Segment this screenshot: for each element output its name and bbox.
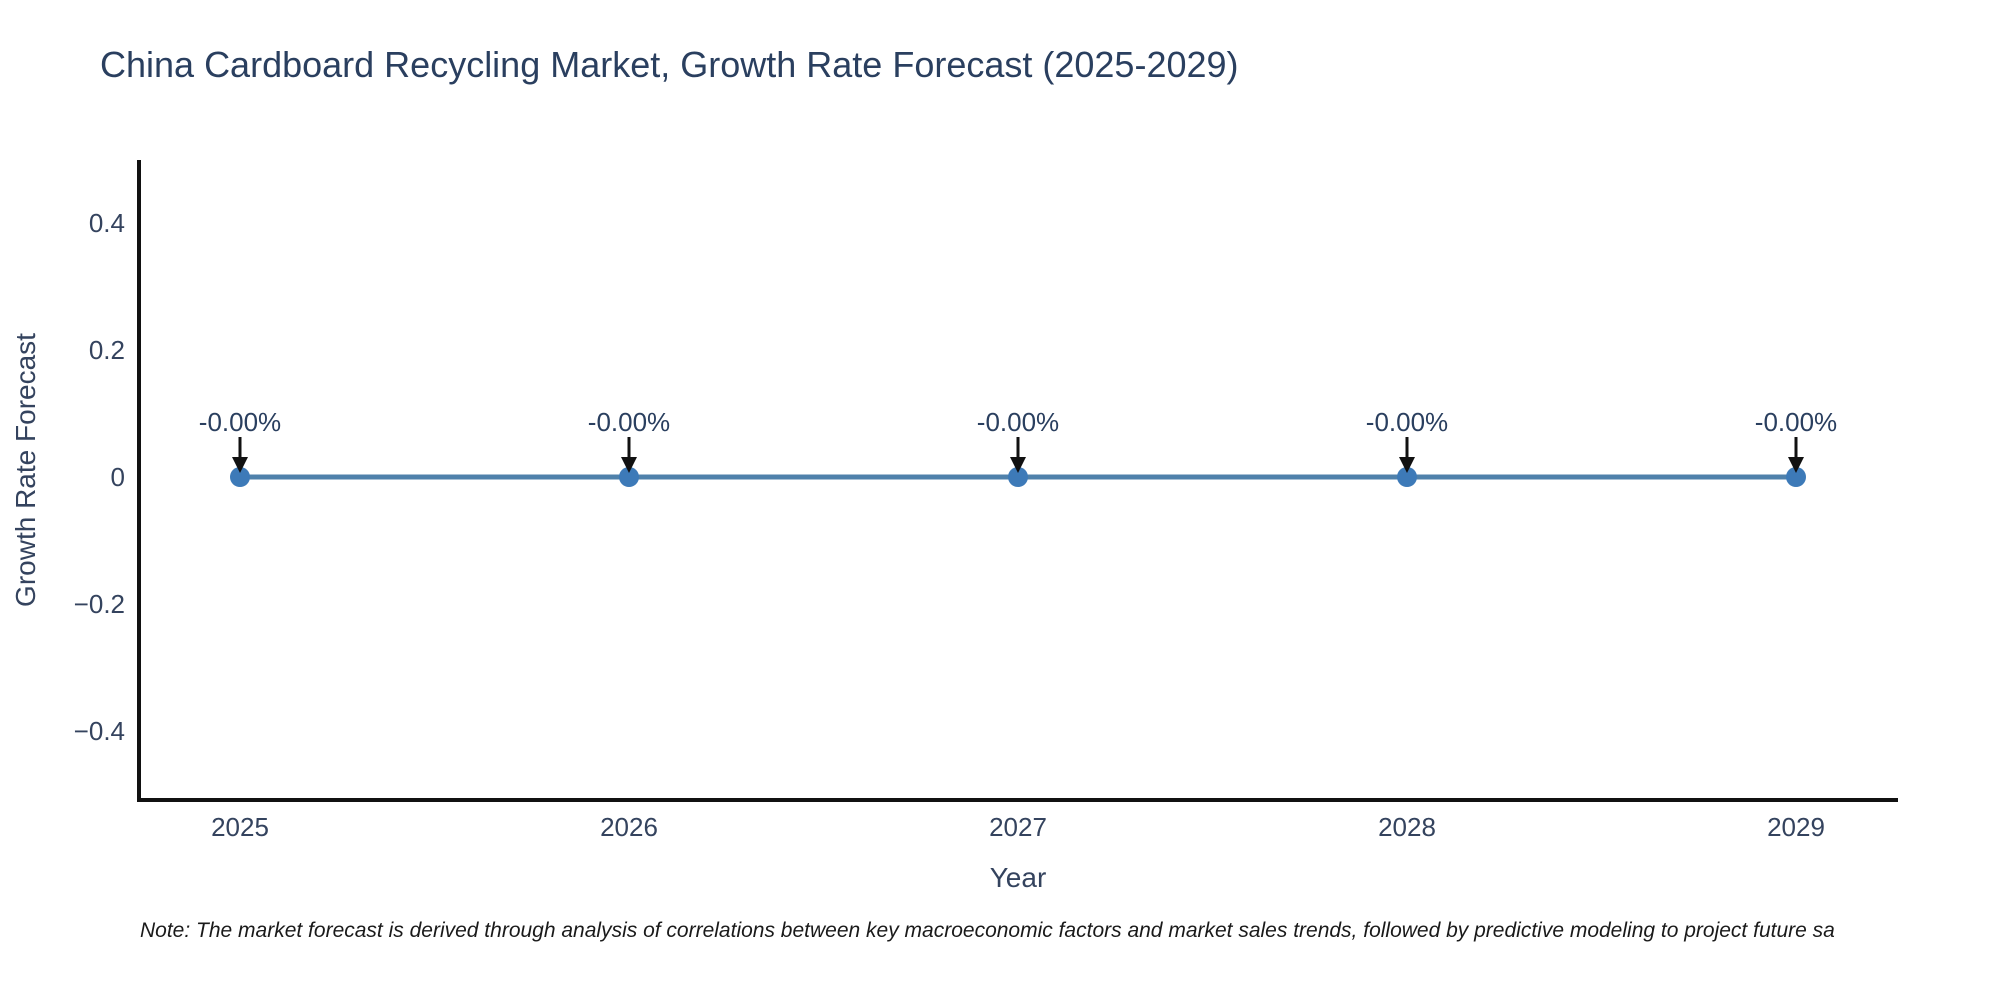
y-tick-label: 0.2 [89, 335, 125, 365]
x-axis-title: Year [989, 862, 1047, 893]
y-tick-label: 0 [111, 462, 125, 492]
annotation-arrowhead [232, 457, 248, 473]
x-tick-label: 2028 [1378, 812, 1436, 842]
data-point-marker [1786, 467, 1806, 487]
annotation-label: -0.00% [588, 407, 670, 437]
annotation-label: -0.00% [1755, 407, 1837, 437]
data-point-marker [230, 467, 250, 487]
chart-title: China Cardboard Recycling Market, Growth… [100, 44, 1239, 85]
annotation-arrowhead [1010, 457, 1026, 473]
y-tick-label: 0.4 [89, 208, 125, 238]
y-tick-label: −0.2 [74, 589, 125, 619]
annotation-arrowhead [621, 457, 637, 473]
annotation-label: -0.00% [1366, 407, 1448, 437]
footnote: Note: The market forecast is derived thr… [140, 919, 1835, 942]
annotation-label: -0.00% [199, 407, 281, 437]
y-axis-title: Growth Rate Forecast [10, 333, 41, 607]
x-tick-label: 2029 [1767, 812, 1825, 842]
x-tick-label: 2027 [989, 812, 1047, 842]
x-tick-label: 2026 [600, 812, 658, 842]
y-tick-label: −0.4 [74, 716, 125, 746]
annotation-arrowhead [1788, 457, 1804, 473]
annotation-arrowhead [1399, 457, 1415, 473]
annotation-label: -0.00% [977, 407, 1059, 437]
x-tick-label: 2025 [211, 812, 269, 842]
data-point-marker [619, 467, 639, 487]
data-point-marker [1008, 467, 1028, 487]
data-point-marker [1397, 467, 1417, 487]
